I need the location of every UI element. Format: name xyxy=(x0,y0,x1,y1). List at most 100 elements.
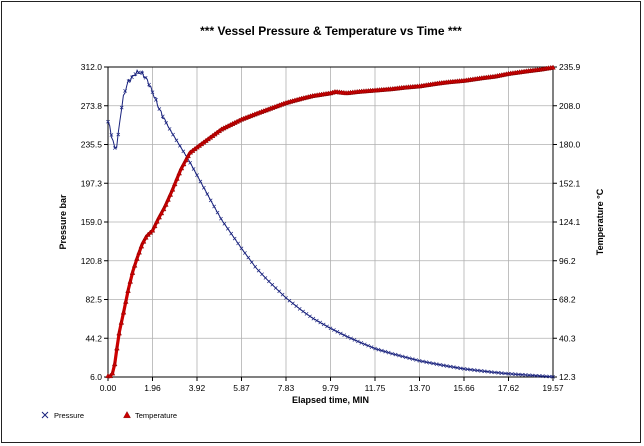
pressure-point xyxy=(140,71,145,76)
pressure-point xyxy=(219,216,223,221)
y-right-tick-label: 12.3 xyxy=(559,372,576,382)
pressure-point xyxy=(143,75,148,80)
pressure-point xyxy=(359,341,364,345)
temperature-point xyxy=(172,181,178,187)
pressure-point xyxy=(198,179,203,184)
pressure-point xyxy=(366,343,371,348)
legend-temperature-triangle-marker xyxy=(123,411,131,418)
pressure-point xyxy=(314,318,319,323)
pressure-point xyxy=(338,331,343,336)
legend-item-temperature: Temperature xyxy=(123,411,177,420)
pressure-point xyxy=(249,260,254,265)
temperature-point xyxy=(163,201,169,207)
x-tick-label: 11.75 xyxy=(365,383,386,393)
temperature-point xyxy=(185,153,191,159)
legend-pressure-x-marker xyxy=(41,411,49,419)
y-left-tick-label: 235.5 xyxy=(81,140,103,150)
pressure-point xyxy=(540,374,545,379)
temperature-point xyxy=(129,269,136,275)
pressure-point xyxy=(208,198,213,203)
pressure-point xyxy=(290,301,295,306)
pressure-point xyxy=(489,370,494,374)
pressure-point xyxy=(349,336,353,341)
pressure-point xyxy=(544,374,549,379)
y-left-tick-label: 82.5 xyxy=(85,295,102,305)
pressure-point xyxy=(304,312,309,316)
y-left-tick-label: 197.3 xyxy=(81,178,103,188)
pressure-point xyxy=(154,98,158,102)
pressure-point xyxy=(499,371,504,375)
pressure-point xyxy=(106,119,110,124)
x-tick-label: 19.57 xyxy=(542,383,564,393)
pressure-point xyxy=(212,204,216,209)
temperature-point xyxy=(127,278,133,284)
pressure-point xyxy=(482,369,487,374)
pressure-point xyxy=(232,236,237,241)
pressure-point xyxy=(386,350,391,355)
temperature-point xyxy=(118,319,125,325)
legend-label-temperature: Temperature xyxy=(135,411,177,420)
x-tick-label: 9.79 xyxy=(322,383,339,393)
pressure-point xyxy=(229,231,234,236)
pressure-point xyxy=(222,221,227,226)
pressure-point xyxy=(551,374,555,379)
pressure-point xyxy=(260,272,264,277)
temperature-point xyxy=(154,218,160,224)
pressure-point xyxy=(417,358,422,363)
pressure-point xyxy=(297,307,302,311)
pressure-point xyxy=(492,370,497,375)
temperature-point xyxy=(138,243,145,249)
temperature-point xyxy=(107,373,113,379)
temperature-point xyxy=(180,161,187,167)
pressure-point xyxy=(352,338,357,342)
pressure-point xyxy=(150,90,155,95)
pressure-point xyxy=(427,360,432,365)
pressure-point xyxy=(273,286,278,290)
pressure-point xyxy=(164,121,169,125)
x-tick-label: 5.87 xyxy=(233,383,250,393)
pressure-point xyxy=(503,371,507,376)
pressure-point xyxy=(188,160,193,165)
pressure-point xyxy=(462,367,466,371)
y-left-tick-label: 120.8 xyxy=(81,256,103,266)
pressure-point xyxy=(445,364,449,368)
pressure-point xyxy=(400,354,405,359)
pressure-point xyxy=(136,70,141,75)
temperature-point xyxy=(143,234,149,240)
grid xyxy=(107,66,554,378)
legend-label-pressure: Pressure xyxy=(54,411,84,420)
pressure-point xyxy=(178,143,182,148)
pressure-point xyxy=(537,374,542,378)
y-right-tick-label: 180.0 xyxy=(559,140,581,150)
pressure-point xyxy=(119,105,124,110)
legend: Pressure Temperature xyxy=(41,411,177,420)
x-tick-label: 3.92 xyxy=(189,383,206,393)
pressure-point xyxy=(376,347,381,352)
pressure-point xyxy=(256,268,261,273)
x-axis-label: Elapsed time, MIN xyxy=(292,395,369,405)
pressure-point xyxy=(167,127,172,131)
pressure-point xyxy=(126,79,131,83)
x-axis-ticks: 0.00 1.96 3.92 5.87 7.83 9.79 11.75 13.70 15.66 1… xyxy=(100,377,564,393)
pressure-point xyxy=(112,146,117,150)
y-left-tick-label: 44.2 xyxy=(85,333,102,343)
x-tick-label: 1.96 xyxy=(144,383,161,393)
y-left-tick-label: 159.0 xyxy=(81,217,103,227)
pressure-point xyxy=(513,372,518,377)
pressure-point xyxy=(116,132,121,137)
pressure-point xyxy=(431,361,436,366)
pressure-point xyxy=(403,355,408,360)
pressure-point xyxy=(407,356,412,361)
pressure-point xyxy=(356,339,360,344)
pressure-point xyxy=(191,167,196,171)
pressure-point xyxy=(205,192,210,196)
temperature-point xyxy=(160,206,167,212)
pressure-point xyxy=(246,255,251,260)
series-layer xyxy=(105,64,556,379)
pressure-point xyxy=(311,316,316,321)
x-tick-label: 17.62 xyxy=(498,383,520,393)
pressure-point xyxy=(379,348,384,353)
pressure-point xyxy=(451,365,456,369)
temperature-point xyxy=(178,165,185,171)
pressure-point xyxy=(318,320,323,325)
